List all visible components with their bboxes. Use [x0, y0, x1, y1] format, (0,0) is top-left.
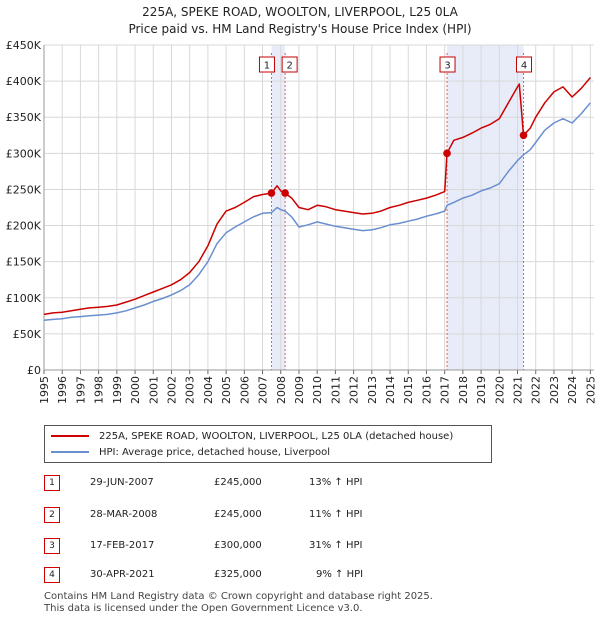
- sale-point: [281, 189, 289, 197]
- x-tick-label: 2007: [257, 376, 270, 404]
- x-tick-label: 2008: [275, 376, 288, 404]
- transaction-badge: 3: [44, 538, 60, 554]
- y-tick-label: £150K: [6, 256, 42, 269]
- x-tick-label: 1997: [74, 376, 87, 404]
- x-tick-label: 2016: [420, 376, 433, 404]
- shaded-range: [447, 45, 524, 370]
- series-line-property: [43, 77, 591, 316]
- y-tick-label: £300K: [6, 147, 42, 160]
- x-tick-label: 2001: [147, 376, 160, 404]
- x-tick-label: 2024: [566, 376, 579, 404]
- transaction-price: £245,000: [214, 509, 262, 520]
- marker-label: 4: [521, 61, 527, 72]
- y-tick-label: £100K: [6, 292, 42, 305]
- transaction-hpi: 31% ↑ HPI: [309, 540, 363, 551]
- legend-swatch-property: [51, 435, 89, 437]
- transaction-row: 1 29-JUN-2007 £245,000 13% ↑ HPI: [44, 475, 464, 492]
- transaction-row: 3 17-FEB-2017 £300,000 31% ↑ HPI: [44, 538, 464, 555]
- x-tick-label: 1996: [56, 376, 69, 404]
- transaction-date: 30-APR-2021: [90, 569, 155, 580]
- x-tick-label: 2023: [548, 376, 561, 404]
- transaction-hpi: 9% ↑ HPI: [316, 569, 364, 580]
- x-tick-label: 2012: [348, 376, 361, 404]
- transaction-row: 2 28-MAR-2008 £245,000 11% ↑ HPI: [44, 507, 464, 524]
- marker-label: 1: [264, 61, 270, 72]
- transaction-hpi: 13% ↑ HPI: [309, 477, 363, 488]
- x-tick-label: 2017: [439, 376, 452, 404]
- y-tick-label: £250K: [6, 183, 42, 196]
- x-tick-label: 2004: [202, 376, 215, 404]
- transaction-hpi: 11% ↑ HPI: [309, 509, 363, 520]
- x-tick-label: 2021: [512, 376, 525, 404]
- x-tick-label: 2005: [220, 376, 233, 404]
- x-tick-label: 2019: [475, 376, 488, 404]
- legend-swatch-hpi: [51, 451, 89, 453]
- x-tick-label: 2002: [165, 376, 178, 404]
- footer-copyright: Contains HM Land Registry data © Crown c…: [44, 591, 433, 602]
- transaction-date: 28-MAR-2008: [90, 509, 158, 520]
- x-tick-label: 2013: [366, 376, 379, 404]
- footer-licence: This data is licensed under the Open Gov…: [44, 603, 363, 614]
- marker-box: [516, 56, 533, 73]
- x-tick-label: 2006: [238, 376, 251, 404]
- price-chart: £0 £50K £100K £150K £200K £250K £300K £350K £400…: [6, 39, 598, 404]
- x-tick-label: 2011: [329, 376, 342, 404]
- legend: 225A, SPEKE ROAD, WOOLTON, LIVERPOOL, L2…: [44, 425, 492, 463]
- transaction-badge: 4: [44, 567, 60, 583]
- x-tick-label: 2018: [457, 376, 470, 404]
- marker-box: [439, 56, 456, 73]
- transaction-date: 17-FEB-2017: [90, 540, 155, 551]
- y-tick-label: £50K: [13, 328, 42, 341]
- sale-point: [267, 189, 276, 197]
- transaction-badge: 1: [44, 475, 60, 491]
- sale-point: [443, 149, 451, 158]
- x-tick-label: 2009: [293, 376, 306, 404]
- transaction-row: 4 30-APR-2021 £325,000 9% ↑ HPI: [44, 567, 464, 584]
- y-tick-label: £200K: [6, 220, 42, 233]
- legend-label-property: 225A, SPEKE ROAD, WOOLTON, LIVERPOOL, L2…: [99, 430, 454, 442]
- x-tick-label: 1998: [93, 376, 106, 404]
- y-tick-label: £450K: [6, 39, 42, 52]
- transaction-price: £300,000: [214, 540, 262, 551]
- y-tick-label: £400K: [6, 75, 42, 88]
- marker-box: [258, 56, 275, 73]
- sale-point: [519, 131, 528, 140]
- transaction-price: £245,000: [214, 477, 262, 488]
- series-line-hpi: [43, 102, 591, 321]
- x-tick-label: 2003: [184, 376, 197, 404]
- transaction-price: £325,000: [214, 569, 262, 580]
- x-tick-label: 1995: [38, 376, 51, 404]
- x-tick-label: 2000: [129, 376, 142, 404]
- marker-label: 2: [286, 61, 292, 72]
- marker-box: [281, 56, 298, 73]
- legend-label-hpi: HPI: Average price, detached house, Live…: [99, 446, 331, 458]
- x-tick-label: 2014: [384, 376, 397, 404]
- x-tick-label: 2010: [311, 376, 324, 404]
- x-tick-label: 2025: [584, 376, 597, 404]
- legend-item-hpi: HPI: Average price, detached house, Live…: [51, 445, 330, 459]
- transaction-badge: 2: [44, 507, 60, 523]
- transaction-date: 29-JUN-2007: [90, 477, 154, 488]
- y-tick-label: £0: [27, 364, 41, 377]
- legend-item-property: 225A, SPEKE ROAD, WOOLTON, LIVERPOOL, L2…: [51, 429, 453, 443]
- chart-title: 225A, SPEKE ROAD, WOOLTON, LIVERPOOL, L2…: [142, 5, 458, 19]
- x-tick-label: 1999: [111, 376, 124, 404]
- x-tick-label: 2015: [402, 376, 415, 404]
- x-tick-label: 2022: [530, 376, 543, 404]
- y-tick-label: £350K: [6, 111, 42, 124]
- x-tick-label: 2020: [493, 376, 506, 404]
- marker-label: 3: [444, 61, 450, 72]
- chart-subtitle: Price paid vs. HM Land Registry's House …: [128, 22, 472, 36]
